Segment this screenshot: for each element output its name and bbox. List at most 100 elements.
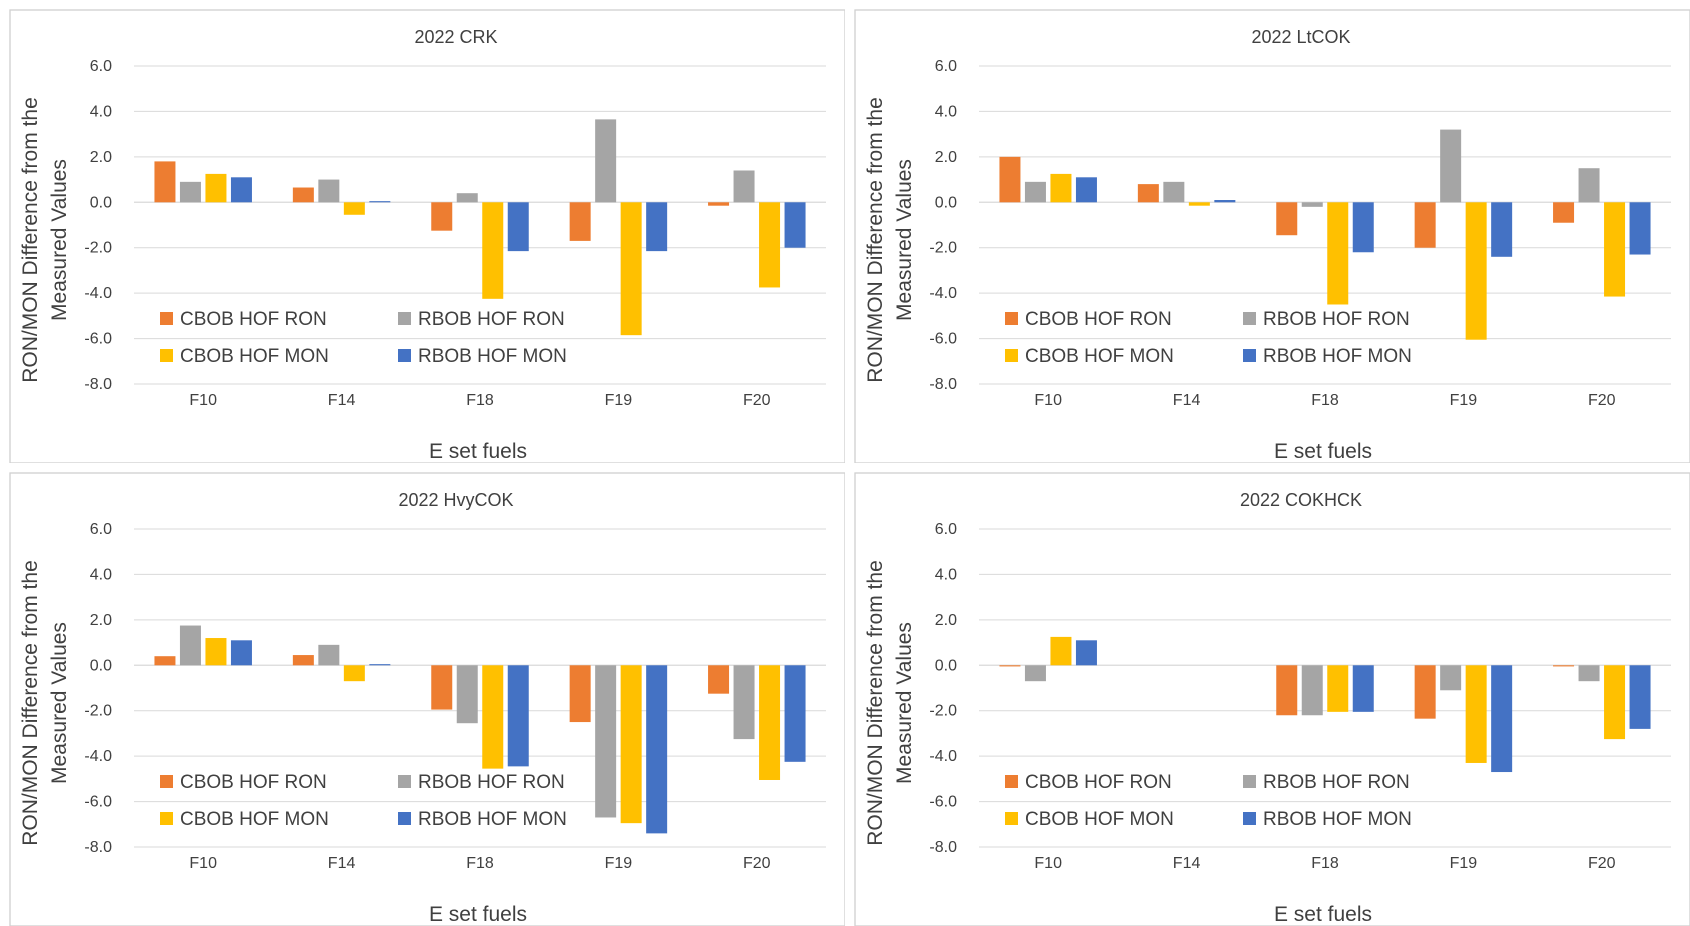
y-tick-label: 2.0 [90, 612, 112, 629]
legend-label: RBOB HOF MON [1263, 346, 1412, 367]
y-axis-label: RON/MON Difference from the [864, 560, 887, 846]
chart-svg: 6.0 4.0 2.0 0.0 -2.0 -4.0 -6.0 -8.0 F10 F14 F18 F19… [854, 472, 1690, 926]
bar-rbob-hof-ron-f18 [456, 665, 478, 724]
bar-cbob-hof-ron-f10 [999, 156, 1021, 203]
x-tick-label: F19 [1450, 855, 1478, 872]
legend-label: CBOB HOF RON [1025, 772, 1172, 793]
legend-swatch-cbob-hof-ron [160, 775, 173, 788]
y-tick-label: -4.0 [84, 285, 112, 302]
x-tick-label: F18 [466, 855, 494, 872]
x-tick-label: F14 [328, 392, 356, 409]
bar-cbob-hof-ron-f20 [1553, 665, 1575, 667]
x-tick-label: F20 [743, 392, 771, 409]
y-tick-label: -4.0 [929, 748, 957, 765]
x-tick-label: F19 [605, 855, 633, 872]
legend-label: RBOB HOF MON [418, 809, 567, 830]
bar-rbob-hof-ron-f19 [1440, 665, 1462, 691]
x-tick-label: F10 [189, 392, 217, 409]
legend-swatch-rbob-hof-mon [398, 349, 411, 362]
y-tick-label: -8.0 [929, 376, 957, 393]
legend-label: CBOB HOF RON [180, 309, 327, 330]
legend-swatch-cbob-hof-ron [160, 312, 173, 325]
y-tick-label: -6.0 [84, 794, 112, 811]
y-axis-label: RON/MON Difference from the [19, 560, 42, 846]
y-tick-label: -8.0 [929, 839, 957, 856]
bar-rbob-hof-mon-f10 [230, 177, 252, 203]
chart-panel-hvycok: 6.0 4.0 2.0 0.0 -2.0 -4.0 -6.0 -8.0 F10 F14 F18 F19… [0, 463, 845, 926]
x-tick-label: F20 [1588, 855, 1616, 872]
bar-cbob-hof-ron-f20 [708, 202, 730, 206]
x-tick-label: F18 [1311, 855, 1339, 872]
bar-cbob-hof-mon-f18 [1327, 202, 1349, 305]
bar-rbob-hof-mon-f18 [507, 202, 529, 252]
bar-rbob-hof-ron-f10 [1024, 181, 1046, 203]
chart-border [9, 472, 845, 926]
y-axis-label: RON/MON Difference from the [864, 97, 887, 383]
bar-rbob-hof-ron-f20 [1578, 665, 1600, 682]
bar-rbob-hof-mon-f14 [369, 201, 391, 203]
y-tick-label: -4.0 [929, 285, 957, 302]
y-tick-label: -8.0 [84, 376, 112, 393]
y-tick-label: 2.0 [935, 612, 957, 629]
bar-rbob-hof-mon-f18 [1352, 202, 1374, 253]
bar-rbob-hof-ron-f20 [733, 665, 755, 740]
bar-cbob-hof-ron-f19 [569, 665, 591, 723]
y-tick-label: -2.0 [929, 240, 957, 257]
bar-rbob-hof-ron-f19 [595, 665, 617, 818]
x-tick-label: F10 [1034, 392, 1062, 409]
legend-label: RBOB HOF RON [1263, 772, 1410, 793]
y-tick-label: -2.0 [84, 240, 112, 257]
legend-label: RBOB HOF RON [418, 309, 565, 330]
x-tick-label: F14 [1173, 392, 1201, 409]
legend-swatch-cbob-hof-ron [1005, 775, 1018, 788]
y-tick-label: 2.0 [90, 149, 112, 166]
legend-swatch-cbob-hof-mon [1005, 812, 1018, 825]
x-tick-label: F18 [466, 392, 494, 409]
legend-swatch-cbob-hof-mon [1005, 349, 1018, 362]
chart-svg: 6.0 4.0 2.0 0.0 -2.0 -4.0 -6.0 -8.0 F10 F14 F18 F19… [854, 9, 1690, 463]
chart-title: 2022 LtCOK [1251, 27, 1350, 47]
bar-cbob-hof-mon-f20 [759, 665, 781, 780]
bar-cbob-hof-ron-f14 [292, 187, 314, 203]
y-tick-label: -6.0 [84, 331, 112, 348]
y-tick-label: 4.0 [90, 566, 112, 583]
bar-cbob-hof-mon-f19 [620, 665, 642, 824]
bar-cbob-hof-ron-f14 [292, 655, 314, 666]
legend-label: CBOB HOF MON [180, 346, 329, 367]
bar-rbob-hof-ron-f20 [733, 170, 755, 203]
y-tick-label: -6.0 [929, 331, 957, 348]
y-tick-label: 4.0 [935, 103, 957, 120]
bar-rbob-hof-ron-f14 [1163, 181, 1185, 203]
bar-rbob-hof-mon-f10 [1075, 177, 1097, 203]
legend-label: CBOB HOF MON [1025, 809, 1174, 830]
y-tick-label: 4.0 [935, 566, 957, 583]
bar-cbob-hof-mon-f19 [1465, 665, 1487, 763]
chart-border [854, 472, 1690, 926]
y-axis-label: Measured Values [48, 159, 71, 321]
y-tick-label: 0.0 [935, 657, 957, 674]
bar-rbob-hof-ron-f10 [179, 181, 201, 203]
bar-rbob-hof-mon-f20 [784, 202, 806, 248]
bar-cbob-hof-mon-f18 [482, 665, 504, 769]
x-tick-label: F19 [605, 392, 633, 409]
chart-border [9, 9, 845, 463]
legend-swatch-rbob-hof-mon [1243, 812, 1256, 825]
bar-cbob-hof-ron-f10 [154, 161, 176, 203]
y-axis-label: Measured Values [893, 159, 916, 321]
chart-panel-cokhck: 6.0 4.0 2.0 0.0 -2.0 -4.0 -6.0 -8.0 F10 F14 F18 F19… [845, 463, 1690, 926]
x-axis-label: E set fuels [1274, 903, 1372, 926]
bar-rbob-hof-ron-f18 [456, 193, 478, 203]
y-axis-label: Measured Values [48, 622, 71, 784]
y-tick-label: 0.0 [90, 657, 112, 674]
x-axis-label: E set fuels [429, 440, 527, 463]
x-axis-label: E set fuels [1274, 440, 1372, 463]
legend-label: CBOB HOF RON [1025, 309, 1172, 330]
legend-swatch-rbob-hof-ron [398, 312, 411, 325]
bar-rbob-hof-mon-f19 [1491, 202, 1513, 257]
bar-cbob-hof-ron-f19 [1414, 202, 1436, 248]
bar-rbob-hof-mon-f20 [784, 665, 806, 762]
bar-cbob-hof-mon-f14 [343, 665, 365, 682]
bar-cbob-hof-mon-f19 [620, 202, 642, 336]
legend-swatch-rbob-hof-mon [1243, 349, 1256, 362]
bar-rbob-hof-ron-f18 [1301, 202, 1323, 207]
